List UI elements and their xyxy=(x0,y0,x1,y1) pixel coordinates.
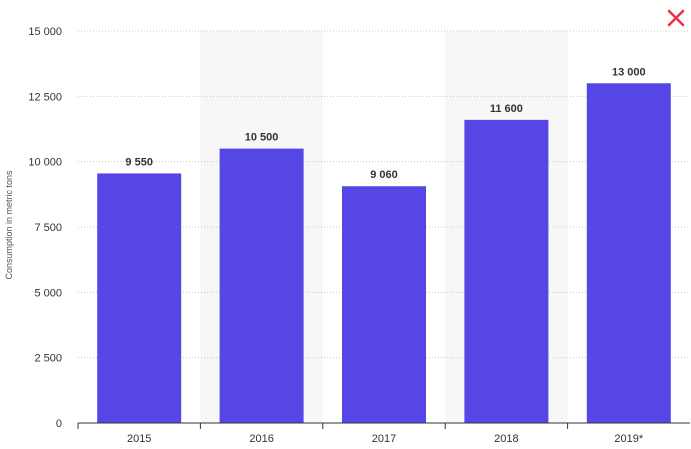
x-tick-label: 2015 xyxy=(127,433,151,445)
y-tick-label: 0 xyxy=(56,418,62,430)
x-tick-label: 2016 xyxy=(249,433,273,445)
y-axis-title: Consumption in metric tons xyxy=(4,170,14,280)
data-label: 9 550 xyxy=(125,156,153,168)
y-tick-label: 5 000 xyxy=(34,287,62,299)
y-tick-label: 10 000 xyxy=(28,157,62,169)
close-button[interactable] xyxy=(664,6,688,30)
bar-2018[interactable] xyxy=(464,119,549,423)
data-label: 11 600 xyxy=(490,103,523,115)
bar-2015[interactable] xyxy=(97,173,182,423)
x-tick-label: 2019* xyxy=(614,433,643,445)
y-tick-label: 15 000 xyxy=(28,26,62,38)
data-label: 10 500 xyxy=(245,132,279,144)
y-tick-label: 2 500 xyxy=(34,353,62,365)
y-tick-label: 7 500 xyxy=(34,222,62,234)
close-icon xyxy=(667,9,685,27)
data-label: 13 000 xyxy=(612,66,646,78)
data-label: 9 060 xyxy=(370,169,398,181)
bar-2017[interactable] xyxy=(342,186,426,423)
x-tick-label: 2017 xyxy=(372,433,396,445)
x-tick-label: 2018 xyxy=(494,433,518,445)
bar-2016[interactable] xyxy=(219,148,304,423)
bar-2019*[interactable] xyxy=(586,83,671,424)
y-tick-label: 12 500 xyxy=(28,91,62,103)
